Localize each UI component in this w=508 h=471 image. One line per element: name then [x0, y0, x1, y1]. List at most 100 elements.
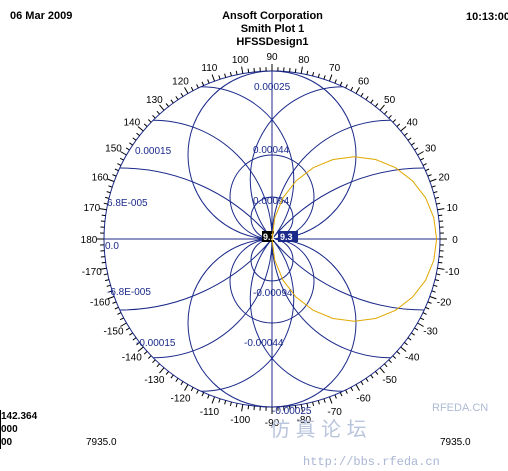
tick-mark: [184, 384, 189, 391]
tick-mark: [404, 132, 408, 136]
grid-arc-0-upper-left: [119, 167, 273, 240]
watermark-site: RFEDA.CN: [432, 402, 489, 414]
angle-tick-label: -90: [265, 418, 280, 429]
tick-mark: [106, 191, 111, 194]
angle-tick-label: 170: [83, 203, 100, 214]
center-marker-box: [262, 231, 274, 242]
grid-arc-0-upper-right: [271, 167, 425, 240]
tick-mark: [436, 202, 441, 205]
tick-mark: [165, 103, 169, 107]
header-title-block: Ansoft Corporation Smith Plot 1 HFSSDesi…: [0, 10, 508, 49]
tick-mark: [370, 374, 374, 379]
tick-mark: [437, 267, 445, 270]
tick-mark: [370, 99, 374, 104]
tick-mark: [384, 363, 388, 368]
tick-mark: [329, 396, 333, 404]
tick-mark: [375, 103, 379, 107]
angle-tick-label: 50: [384, 95, 396, 106]
tick-mark: [165, 371, 169, 375]
tick-mark: [129, 142, 133, 146]
tick-mark: [345, 389, 348, 394]
grid-arc-2-lower-right: [249, 238, 344, 392]
susceptance-label: 0.00025: [254, 82, 291, 93]
tick-mark: [306, 403, 309, 408]
tick-mark: [247, 68, 250, 73]
tick-mark: [152, 114, 156, 119]
tick-mark: [420, 317, 425, 321]
tick-mark: [152, 359, 156, 364]
grid-arc-1-upper-right: [271, 119, 391, 240]
tick-mark: [355, 87, 360, 94]
angle-tick-label: 90: [266, 52, 278, 63]
tick-mark: [235, 403, 238, 408]
company-name: Ansoft Corporation: [222, 10, 323, 22]
tick-mark: [345, 84, 348, 89]
tick-mark: [323, 75, 326, 80]
tick-mark: [104, 196, 110, 199]
angle-tick-label: 180: [81, 235, 98, 246]
legend-value-1: 142.364: [1, 411, 38, 422]
tick-mark: [119, 157, 124, 161]
tick-mark: [411, 332, 415, 336]
tick-mark: [306, 70, 309, 75]
tick-mark: [99, 208, 107, 211]
tick-mark: [312, 71, 315, 77]
tick-mark: [184, 87, 189, 94]
angle-tick-label: 160: [92, 172, 109, 183]
tick-mark: [235, 70, 238, 75]
tick-mark: [125, 327, 130, 331]
tick-mark: [119, 317, 124, 321]
tick-mark: [112, 174, 117, 177]
tick-mark: [438, 214, 443, 217]
tick-mark: [396, 351, 401, 355]
plot-name: Smith Plot 1: [240, 23, 305, 35]
tick-mark: [404, 342, 408, 346]
angle-tick-label: -10: [445, 267, 460, 278]
angle-tick-label: 120: [172, 77, 189, 88]
susceptance-label: -0.00044: [244, 338, 284, 349]
tick-mark: [207, 394, 210, 399]
tick-mark: [136, 132, 140, 136]
tick-mark: [294, 68, 297, 73]
tick-mark: [427, 301, 432, 304]
data-trace: [271, 156, 438, 322]
tick-mark: [143, 351, 148, 355]
legend-value-2: 000: [1, 424, 18, 435]
tick-mark: [360, 92, 364, 97]
tick-mark: [117, 312, 122, 315]
angle-tick-label: -160: [90, 298, 110, 309]
tick-mark: [159, 104, 165, 111]
tick-mark: [431, 290, 436, 293]
center-label: 9.1: [263, 232, 276, 242]
tick-mark: [137, 126, 144, 132]
angle-tick-label: 150: [105, 144, 122, 155]
tick-mark: [101, 214, 106, 217]
angle-tick-label: -60: [356, 394, 371, 405]
tick-mark: [350, 387, 354, 392]
tick-mark: [365, 96, 369, 100]
angle-tick-label: 40: [407, 117, 419, 128]
angle-tick-label: 140: [123, 117, 140, 128]
tick-mark: [429, 178, 437, 182]
angle-tick-label: -50: [382, 375, 397, 386]
tick-mark: [434, 279, 440, 282]
susceptance-label: -6.8E-005: [107, 287, 151, 298]
tick-mark: [422, 312, 427, 315]
grid-arc-0-lower-right: [271, 238, 425, 311]
tick-mark: [433, 191, 438, 194]
tick-mark: [422, 163, 427, 166]
tick-mark: [180, 381, 184, 386]
angle-tick-label: -20: [437, 298, 452, 309]
grid-arc-2-upper-right: [249, 86, 344, 240]
tick-mark: [211, 396, 215, 404]
tick-mark: [388, 114, 392, 119]
tick-mark: [425, 168, 430, 172]
tick-mark: [388, 359, 392, 364]
tick-mark: [129, 332, 133, 336]
watermark-chinese: 仿 真 论 坛: [270, 419, 367, 441]
legend-value-3: 00: [1, 437, 13, 448]
tick-mark: [407, 137, 412, 141]
tick-mark: [247, 405, 250, 410]
tick-mark: [339, 392, 343, 397]
angle-tick-label: -70: [327, 407, 342, 418]
